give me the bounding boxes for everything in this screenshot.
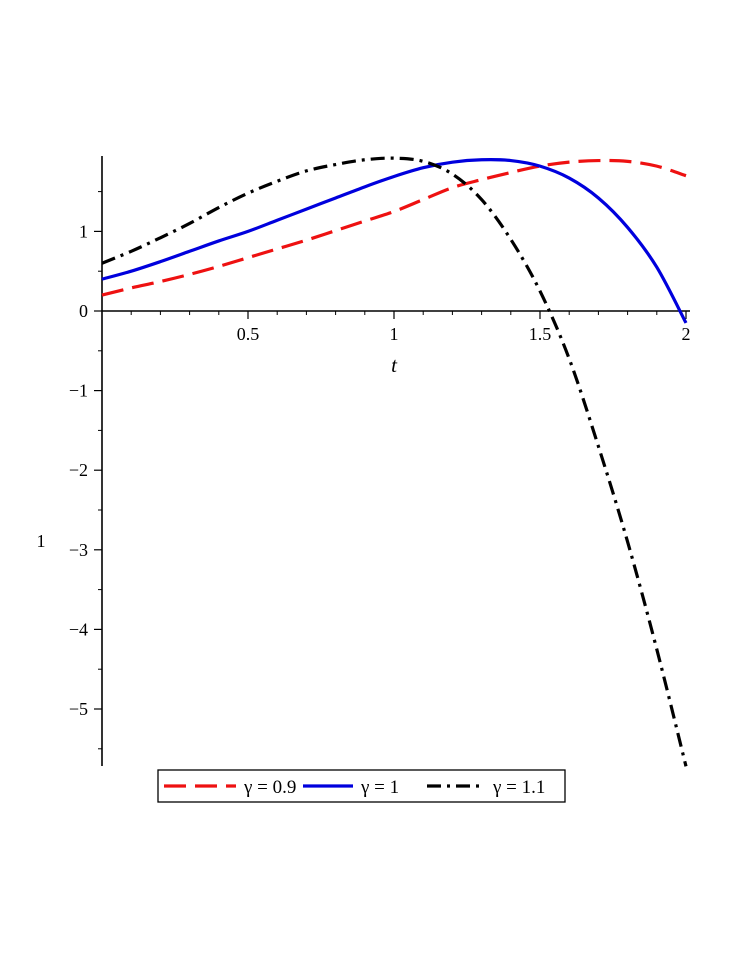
y-axis-title: 1 xyxy=(37,531,46,551)
x-tick-label: 1 xyxy=(390,324,399,344)
y-tick-label: −5 xyxy=(69,699,88,719)
series-line-1 xyxy=(101,158,687,297)
y-tick-label: −4 xyxy=(69,619,88,639)
y-tick-label: 1 xyxy=(79,221,88,241)
y-tick-label: −3 xyxy=(69,540,88,560)
x-tick-label: 1.5 xyxy=(529,324,552,344)
series-line-3 xyxy=(101,156,688,767)
plot-area xyxy=(101,156,688,767)
x-tick-label: 0.5 xyxy=(237,324,260,344)
series-line-2 xyxy=(101,158,688,324)
legend-label-2: γ = 1 xyxy=(360,777,399,798)
x-axis-title: t xyxy=(391,353,398,377)
legend-label-1: γ = 0.9 xyxy=(243,777,296,798)
y-tick-label: 0 xyxy=(79,301,88,321)
legend: γ = 0.9 γ = 1 γ = 1.1 xyxy=(157,769,566,803)
y-tick-label: −2 xyxy=(69,460,88,480)
axes: 0.5 1 1.5 2 −5 −4 −3 −2 −1 0 1 xyxy=(69,156,691,766)
legend-label-3: γ = 1.1 xyxy=(492,777,545,798)
y-tick-label: −1 xyxy=(69,381,88,401)
legend-box xyxy=(157,769,566,803)
x-tick-label: 2 xyxy=(682,324,691,344)
